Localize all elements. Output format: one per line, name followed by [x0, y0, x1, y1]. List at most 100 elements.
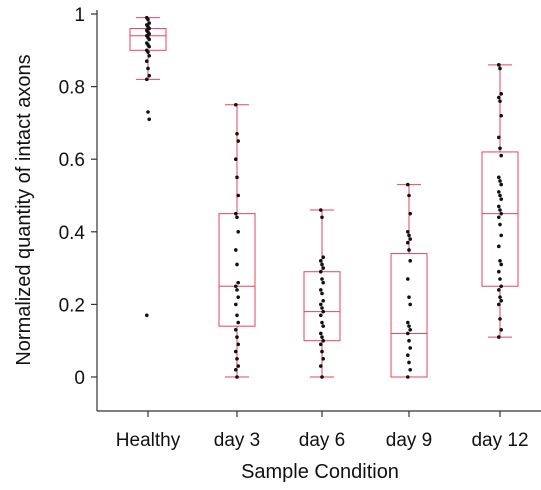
data-point	[406, 320, 410, 325]
data-point	[498, 99, 502, 103]
data-point	[321, 280, 326, 285]
y-tick-label: 0.2	[59, 295, 85, 316]
data-point	[147, 44, 151, 49]
data-point	[407, 193, 411, 198]
data-point	[407, 338, 411, 343]
data-point	[145, 59, 149, 63]
data-point	[147, 117, 151, 122]
data-point	[499, 298, 504, 303]
data-point	[497, 63, 501, 67]
data-point	[498, 179, 502, 183]
data-point	[406, 182, 410, 187]
x-axis-ticks: Healthy day 3 day 6 day 9 day 12	[116, 411, 529, 451]
data-point	[408, 211, 413, 216]
data-point	[320, 306, 324, 310]
data-point	[234, 367, 238, 372]
y-tick-label: 0.4	[59, 223, 86, 244]
x-tick-label: Healthy	[116, 430, 181, 451]
data-point	[319, 313, 323, 318]
data-point	[234, 328, 238, 332]
data-point	[407, 248, 411, 252]
data-point	[408, 237, 413, 241]
box-day-12	[481, 63, 519, 339]
box-day-9	[390, 182, 428, 379]
data-point	[235, 175, 239, 180]
data-point	[236, 342, 240, 347]
data-point	[320, 262, 324, 267]
box-day-6	[303, 208, 341, 379]
data-point	[406, 353, 410, 358]
data-point	[319, 302, 323, 307]
data-point	[498, 295, 502, 299]
data-point	[236, 139, 240, 143]
data-point	[235, 215, 239, 220]
data-point	[497, 215, 501, 220]
data-point	[234, 211, 238, 216]
data-point	[321, 357, 326, 361]
data-point	[497, 335, 501, 339]
data-point	[499, 197, 504, 201]
data-point	[234, 157, 238, 161]
box-series	[129, 15, 519, 379]
data-point	[235, 131, 239, 136]
data-point	[497, 269, 501, 274]
x-tick-label: day 3	[214, 430, 260, 451]
data-point	[234, 248, 238, 252]
data-point	[234, 284, 238, 289]
data-point	[407, 295, 411, 299]
data-point	[320, 320, 324, 325]
data-point	[499, 113, 504, 118]
data-point	[498, 66, 502, 71]
data-point	[321, 298, 326, 303]
data-point	[145, 77, 149, 82]
data-point	[498, 193, 502, 198]
data-point	[499, 153, 504, 158]
data-point	[498, 222, 502, 227]
data-point	[234, 349, 238, 354]
data-point	[321, 338, 326, 343]
data-point	[497, 135, 501, 140]
y-tick-label: 0.6	[59, 150, 85, 171]
data-point	[406, 375, 410, 379]
data-point	[146, 50, 150, 54]
data-point	[498, 259, 502, 263]
data-point	[146, 17, 150, 22]
data-point	[497, 244, 501, 249]
data-point	[235, 313, 239, 318]
box-healthy	[129, 15, 167, 318]
x-tick-label: day 9	[386, 430, 432, 451]
data-point	[407, 233, 411, 238]
data-point	[497, 95, 501, 100]
data-point	[320, 349, 324, 354]
data-point	[497, 302, 501, 307]
data-point	[320, 375, 324, 379]
data-point	[236, 193, 240, 198]
data-point	[236, 230, 240, 234]
y-tick-label: 0	[74, 368, 85, 389]
data-point	[406, 230, 410, 234]
data-point	[236, 280, 240, 285]
data-point	[499, 233, 504, 238]
data-point	[235, 375, 239, 379]
iqr-box	[390, 253, 428, 378]
data-point	[319, 208, 323, 212]
data-point	[145, 313, 149, 318]
data-point	[408, 367, 413, 372]
data-point	[408, 259, 413, 263]
data-point	[320, 277, 324, 281]
data-point	[406, 277, 410, 281]
data-point	[499, 284, 504, 289]
data-point	[499, 328, 504, 332]
data-point	[497, 175, 501, 180]
data-point	[408, 328, 413, 332]
data-point	[498, 277, 502, 281]
data-point	[497, 204, 501, 209]
data-point	[498, 208, 502, 212]
data-point	[321, 266, 326, 270]
y-axis-ticks: 0 0.2 0.4 0.6 0.8 1	[59, 5, 97, 389]
data-point	[408, 346, 413, 350]
data-point	[236, 320, 240, 325]
data-point	[497, 288, 501, 292]
y-tick-label: 0.8	[59, 78, 85, 99]
data-point	[236, 295, 240, 299]
